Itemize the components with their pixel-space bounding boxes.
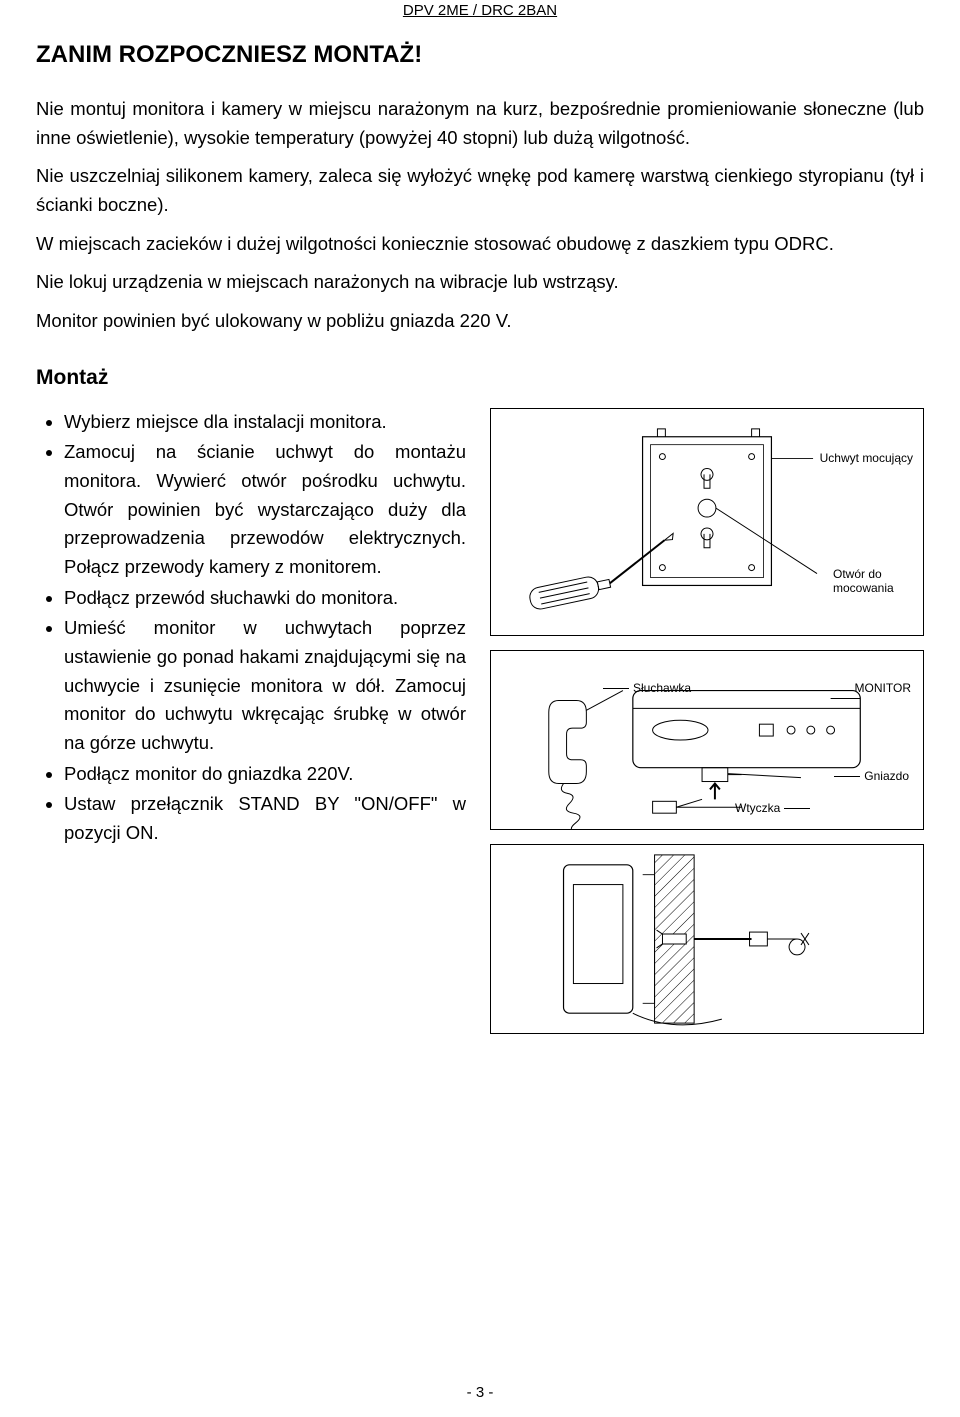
label-handset: Słuchawka bbox=[603, 681, 691, 695]
label-handset-text: Słuchawka bbox=[633, 681, 691, 695]
paragraph-4: Nie lokuj urządzenia w miejscach narażon… bbox=[36, 268, 924, 297]
list-item: Wybierz miejsce dla instalacji monitora. bbox=[64, 408, 466, 437]
bullet-column: Wybierz miejsce dla instalacji monitora.… bbox=[36, 408, 466, 850]
mount-illustration bbox=[491, 845, 923, 1033]
figure-column: Uchwyt mocujący Otwór do mocowania bbox=[490, 408, 924, 1034]
label-bracket: Uchwyt mocujący bbox=[820, 451, 913, 465]
figure-monitor: Słuchawka MONITOR Gniazdo Wtyczka bbox=[490, 650, 924, 830]
page-footer: - 3 - bbox=[0, 1384, 960, 1401]
label-socket-text: Gniazdo bbox=[864, 769, 909, 783]
paragraph-3: W miejscach zacieków i dużej wilgotności… bbox=[36, 230, 924, 259]
label-plug-text: Wtyczka bbox=[735, 801, 780, 815]
label-plug: Wtyczka bbox=[735, 801, 810, 815]
list-item: Podłącz monitor do gniazdka 220V. bbox=[64, 760, 466, 789]
label-socket: Gniazdo bbox=[834, 769, 909, 783]
section-heading: Montaż bbox=[36, 366, 924, 390]
list-item: Podłącz przewód słuchawki do monitora. bbox=[64, 584, 466, 613]
figure-mount bbox=[490, 844, 924, 1034]
list-item: Umieść monitor w uchwytach poprzez ustaw… bbox=[64, 614, 466, 757]
list-item: Zamocuj na ścianie uchwyt do montażu mon… bbox=[64, 438, 466, 581]
bracket-illustration bbox=[491, 409, 923, 635]
bullet-list: Wybierz miejsce dla instalacji monitora.… bbox=[36, 408, 466, 848]
columns: Wybierz miejsce dla instalacji monitora.… bbox=[36, 408, 924, 1034]
monitor-illustration bbox=[491, 651, 923, 829]
page-title: ZANIM ROZPOCZNIESZ MONTAŻ! bbox=[36, 41, 924, 69]
label-hole: Otwór do mocowania bbox=[833, 567, 913, 595]
list-item: Ustaw przełącznik STAND BY "ON/OFF" w po… bbox=[64, 790, 466, 847]
figure-bracket: Uchwyt mocujący Otwór do mocowania bbox=[490, 408, 924, 636]
label-monitor: MONITOR bbox=[855, 681, 911, 695]
paragraph-1: Nie montuj monitora i kamery w miejscu n… bbox=[36, 95, 924, 152]
paragraph-5: Monitor powinien być ulokowany w pobliżu… bbox=[36, 307, 924, 336]
header-model: DPV 2ME / DRC 2BAN bbox=[36, 0, 924, 41]
paragraph-2: Nie uszczelniaj silikonem kamery, zaleca… bbox=[36, 162, 924, 219]
